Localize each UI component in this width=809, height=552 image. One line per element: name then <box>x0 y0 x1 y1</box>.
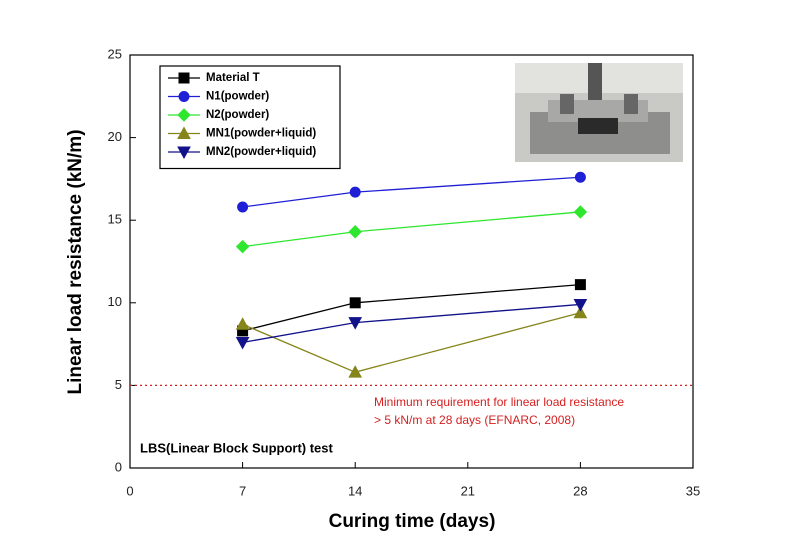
marker <box>573 305 588 319</box>
marker <box>348 317 363 330</box>
marker <box>178 72 190 84</box>
legend-label: MN2(powder+liquid) <box>206 146 316 158</box>
y-tick-label: 20 <box>108 129 122 144</box>
marker <box>178 91 190 102</box>
annotation: Minimum requirement for linear load resi… <box>374 395 624 409</box>
legend-label: N1(powder) <box>206 91 269 103</box>
x-axis-label: Curing time (days) <box>329 511 496 532</box>
marker <box>573 298 588 312</box>
series-line <box>242 303 581 344</box>
marker <box>235 336 250 350</box>
marker <box>235 317 250 330</box>
y-axis-label: Linear load resistance (kN/m) <box>65 129 86 394</box>
plot-frame <box>129 54 694 469</box>
y-tick-label: 5 <box>115 377 122 392</box>
series-line <box>242 211 581 248</box>
x-tick-label: 7 <box>239 483 246 498</box>
series-line <box>242 283 581 332</box>
marker <box>349 186 361 198</box>
annotation: LBS(Linear Block Support) test <box>140 440 334 455</box>
marker <box>177 146 191 160</box>
y-tick-label: 10 <box>108 294 122 309</box>
legend-label: MN1(powder+liquid) <box>206 128 316 140</box>
marker <box>348 365 363 378</box>
x-tick-label: 28 <box>573 483 587 498</box>
x-tick-label: 0 <box>126 483 133 498</box>
inset-photo <box>515 63 683 162</box>
legend-label: Material T <box>206 72 260 84</box>
x-tick-label: 14 <box>348 483 362 498</box>
y-tick-label: 15 <box>108 212 122 227</box>
marker <box>349 297 361 309</box>
x-tick-label: 35 <box>686 483 700 498</box>
marker <box>177 108 191 122</box>
marker <box>348 225 362 239</box>
legend-label: N2(powder) <box>206 109 269 121</box>
marker <box>237 201 249 213</box>
x-tick-label: 21 <box>461 483 475 498</box>
series-line <box>242 176 581 208</box>
marker <box>574 171 586 183</box>
marker <box>235 239 250 254</box>
y-tick-label: 25 <box>108 46 122 61</box>
marker <box>177 126 191 139</box>
series-line <box>242 312 581 373</box>
marker <box>574 279 586 291</box>
y-tick-label: 0 <box>115 459 122 474</box>
annotation: > 5 kN/m at 28 days (EFNARC, 2008) <box>374 413 575 427</box>
marker <box>573 205 588 219</box>
